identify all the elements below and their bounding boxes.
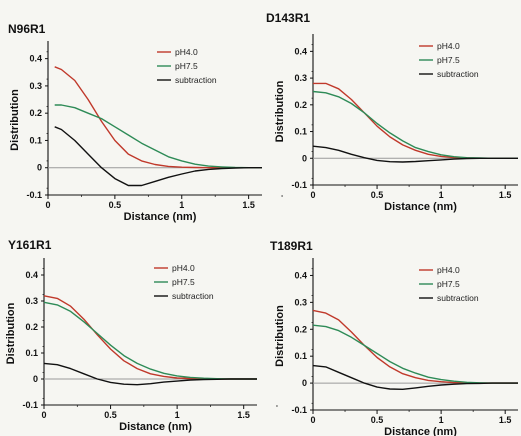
x-tick-label: 1 xyxy=(179,200,184,210)
legend-entry: subtraction xyxy=(172,291,214,301)
y-tick-label: -0.1 xyxy=(22,400,38,410)
legend-entry: pH4.0 xyxy=(175,47,198,57)
legend-entry: subtraction xyxy=(175,75,217,85)
series-line-subtraction xyxy=(54,126,262,187)
legend-entry: pH4.0 xyxy=(437,41,460,51)
y-tick-label: 0 xyxy=(302,378,307,388)
x-tick-label: 1.5 xyxy=(499,415,512,425)
y-axis-label: Distribution xyxy=(274,80,286,142)
x-tick-label: 0.5 xyxy=(371,415,384,425)
y-tick-label: 0.4 xyxy=(29,54,42,64)
legend: pH4.0 pH7.5 subtraction xyxy=(154,263,214,301)
x-tick-label: 1 xyxy=(439,415,444,425)
series-line-ph4-0 xyxy=(312,309,518,384)
y-tick-label: 0.1 xyxy=(294,351,307,361)
y-tick-label: 0.4 xyxy=(294,46,307,56)
series-line-subtraction xyxy=(312,145,518,163)
series-line-ph4-0 xyxy=(43,295,257,380)
y-tick-label: 0.3 xyxy=(294,73,307,83)
panel-title: T189R1 xyxy=(270,239,313,253)
y-tick-label: 0.1 xyxy=(294,127,307,137)
chart-panel-t189r1: T189R1-0.100.10.20.30.40 0.5 1 1.5Distance … xyxy=(270,239,518,436)
y-tick-label: 0 xyxy=(33,374,38,384)
x-axis-label: Distance (nm) xyxy=(119,421,192,433)
x-tick-label: 1.5 xyxy=(242,200,255,210)
x-tick-label: 1.5 xyxy=(499,190,512,200)
chart-panel-d143r1: D143R1-0.100.10.20.30.40 0.5 1 1.5Distance … xyxy=(266,11,518,213)
y-tick-label: 0 xyxy=(37,163,42,173)
y-tick-label: 0.2 xyxy=(29,108,42,118)
legend-entry: subtraction xyxy=(437,293,479,303)
x-tick-label: 1 xyxy=(175,410,180,420)
x-tick-label: 0 xyxy=(45,200,50,210)
x-tick-label: 0 xyxy=(41,410,46,420)
x-tick-label: 1.5 xyxy=(237,410,250,420)
series-line-ph7-5 xyxy=(54,104,262,169)
y-tick-label: 0.2 xyxy=(294,324,307,334)
legend-entry: pH7.5 xyxy=(175,61,198,71)
y-tick-label: 0.4 xyxy=(294,270,307,280)
x-tick-label: 0 xyxy=(310,415,315,425)
series-line-subtraction xyxy=(312,364,518,390)
legend-entry: pH4.0 xyxy=(437,265,460,275)
legend-entry: pH4.0 xyxy=(172,263,195,273)
x-tick-label: 0.5 xyxy=(109,200,122,210)
series-line-ph7-5 xyxy=(43,301,257,380)
y-tick-label: 0.2 xyxy=(294,100,307,110)
x-tick-label: 1 xyxy=(439,190,444,200)
y-tick-label: -0.1 xyxy=(291,180,307,190)
legend-entry: pH7.5 xyxy=(437,279,460,289)
x-tick-label: 0.5 xyxy=(371,190,384,200)
legend-entry: subtraction xyxy=(437,69,479,79)
legend: pH4.0 pH7.5 subtraction xyxy=(419,265,479,303)
y-tick-label: 0.1 xyxy=(25,348,38,358)
series-line-ph7-5 xyxy=(312,90,518,159)
y-tick-label: 0.3 xyxy=(25,296,38,306)
panel-title: Y161R1 xyxy=(8,238,52,252)
chart-panel-y161r1: Y161R1-0.100.10.20.30.40 0.5 1 1.5Distance … xyxy=(5,238,278,433)
x-tick-label: 0.5 xyxy=(104,410,117,420)
y-tick-label: 0 xyxy=(302,153,307,163)
panel-title: D143R1 xyxy=(266,11,310,25)
y-tick-label: 0.2 xyxy=(25,322,38,332)
y-axis-label: Distribution xyxy=(274,305,286,367)
y-axis-label: Distribution xyxy=(9,89,21,151)
x-tick-label: 0 xyxy=(310,190,315,200)
x-axis-label: Distance (nm) xyxy=(384,201,457,213)
legend-entry: pH7.5 xyxy=(172,277,195,287)
x-axis-label: Distance (nm) xyxy=(124,211,197,223)
legend: pH4.0 pH7.5 subtraction xyxy=(419,41,479,79)
y-tick-label: 0.4 xyxy=(25,270,38,280)
y-tick-label: -0.1 xyxy=(26,190,42,200)
y-tick-label: -0.1 xyxy=(291,405,307,415)
y-tick-label: 0.1 xyxy=(29,135,42,145)
y-tick-label: 0.3 xyxy=(294,297,307,307)
series-line-subtraction xyxy=(43,362,257,386)
y-tick-label: 0.3 xyxy=(29,81,42,91)
panel-title: N96R1 xyxy=(8,22,46,36)
legend-entry: pH7.5 xyxy=(437,55,460,65)
legend: pH4.0 pH7.5 subtraction xyxy=(157,47,217,85)
x-axis-label: Distance (nm) xyxy=(384,426,457,436)
y-axis-label: Distribution xyxy=(5,302,17,364)
